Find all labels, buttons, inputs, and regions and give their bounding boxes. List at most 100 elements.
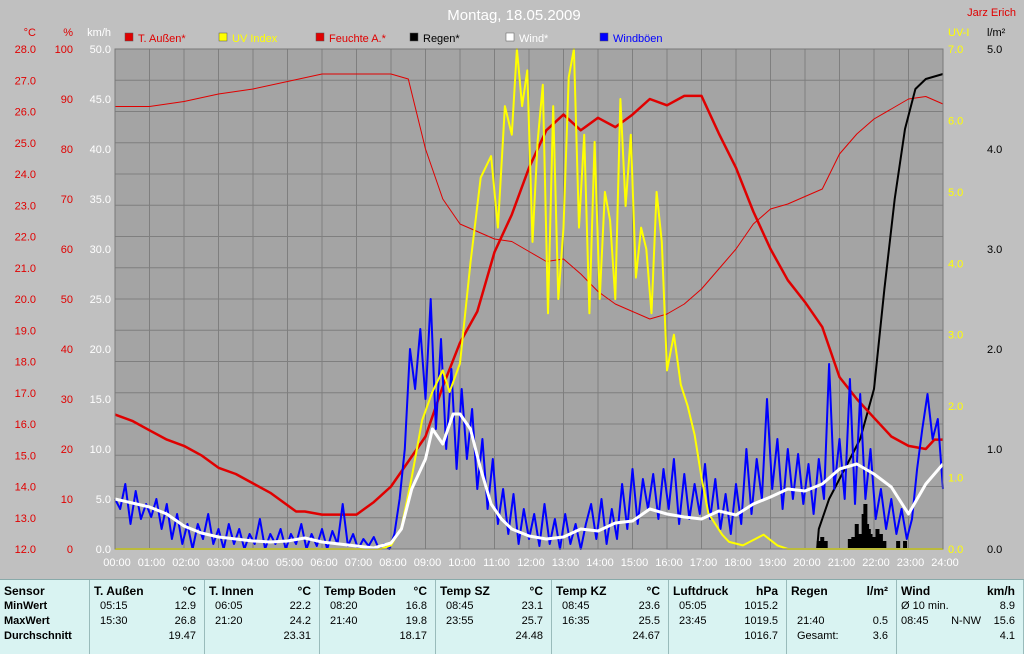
stats-header-unit: l/m² — [866, 584, 888, 598]
y-tick-label: 15.0 — [15, 450, 36, 462]
statistics-table: Sensor MinWert MaxWert Durchschnitt T. Außen… — [0, 579, 1024, 654]
stats-cell-value: 25.7 — [521, 615, 543, 627]
legend-label: Feuchte A.* — [329, 33, 387, 45]
stats-column: Temp KZ °C 08:45 23.6 16:35 25.5 24.67 — [552, 580, 669, 654]
y-tick-label: 7.0 — [948, 44, 963, 56]
author-label: Jarz Erich — [967, 7, 1016, 19]
stats-cell-value: 19.8 — [405, 615, 427, 627]
legend-label: UV Index — [232, 33, 278, 45]
stats-row: MaxWert — [4, 614, 85, 629]
stats-header-unit: °C — [182, 584, 196, 598]
stats-header: Wind km/h — [901, 583, 1019, 599]
y-tick-label: 3.0 — [948, 330, 963, 342]
y-tick-label: 2.0 — [987, 344, 1002, 356]
y-tick-label: 21.0 — [15, 263, 36, 275]
stats-row: 23:45 1019.5 — [673, 614, 782, 629]
stats-header-unit: °C — [646, 584, 660, 598]
stats-header-title: Temp SZ — [440, 584, 490, 598]
rain-bar — [868, 534, 873, 549]
x-tick-label: 15:00 — [621, 557, 649, 569]
stats-cell-label: 06:05 — [215, 600, 243, 612]
stats-row: 19.47 — [94, 629, 200, 644]
stats-row: 18.17 — [324, 629, 431, 644]
rain-bar — [872, 537, 876, 549]
stats-cell-label: MinWert — [4, 600, 48, 612]
stats-cell-value: 12.9 — [174, 600, 196, 612]
stats-cell-value: 24.67 — [632, 630, 660, 642]
series-line-uv-index — [115, 48, 943, 550]
y-tick-label: 90 — [61, 94, 73, 106]
stats-cell-value: 23.31 — [283, 630, 311, 642]
stats-header-unit: km/h — [986, 584, 1015, 598]
y-tick-label: 1.0 — [987, 444, 1002, 456]
x-tick-label: 11:00 — [483, 557, 510, 569]
stats-cell-value: 26.8 — [174, 615, 196, 627]
stats-cell-label: Ø 10 min. — [901, 600, 949, 612]
y-axis-label: km/h — [87, 27, 111, 39]
x-tick-label: 22:00 — [862, 557, 890, 569]
legend-swatch — [505, 32, 515, 42]
y-tick-label: 40 — [61, 344, 73, 356]
y-tick-label: 13.0 — [15, 513, 36, 525]
rain-bar — [878, 534, 883, 549]
x-tick-label: 14:00 — [586, 557, 614, 569]
stats-cell-direction: N-NW — [951, 615, 981, 627]
stats-cell-value: 24.48 — [515, 630, 543, 642]
stats-cell-value: 0.5 — [872, 615, 888, 627]
legend-label: Regen* — [423, 33, 460, 45]
stats-row: 23:55 25.7 — [440, 614, 547, 629]
rain-bar — [851, 537, 856, 549]
stats-header: Sensor — [4, 583, 85, 599]
weather-chart: 12.0 13.0 14.0 15.0 16.0 17.0 18.0 19.0 20.0 21.0… — [15, 7, 1016, 569]
x-tick-label: 19:00 — [759, 557, 787, 569]
y-tick-label: 100 — [55, 44, 73, 56]
plot-frame — [114, 48, 944, 550]
stats-cell-value: 23.6 — [638, 600, 660, 612]
x-tick-label: 09:00 — [414, 557, 442, 569]
y-tick-label: 4.0 — [948, 258, 963, 270]
rain-bar — [903, 541, 908, 549]
y-tick-label: 35.0 — [90, 194, 111, 206]
stats-cell-value: 1015.2 — [744, 600, 778, 612]
rain-bar — [858, 534, 863, 549]
legend-swatch — [315, 32, 325, 42]
stats-cell-label: 08:45 — [901, 615, 929, 627]
y-tick-label: 5.0 — [987, 44, 1002, 56]
stats-header-title: Sensor — [4, 584, 45, 598]
stats-row: 4.1 — [901, 629, 1019, 644]
legend-swatch — [124, 32, 134, 42]
stats-cell-label: 05:15 — [100, 600, 128, 612]
y-tick-label: 20.0 — [15, 294, 36, 306]
stats-row: MinWert — [4, 599, 85, 614]
stats-column: Sensor MinWert MaxWert Durchschnitt — [0, 580, 90, 654]
y-tick-label: 16.0 — [15, 419, 36, 431]
y-tick-label: 0.0 — [987, 544, 1002, 556]
x-tick-label: 00:00 — [103, 557, 131, 569]
y-tick-label: 26.0 — [15, 107, 36, 119]
y-tick-label: 40.0 — [90, 144, 111, 156]
y-tick-label: 15.0 — [90, 394, 111, 406]
y-tick-label: 20 — [61, 444, 73, 456]
stats-column: Temp SZ °C 08:45 23.1 23:55 25.7 24.48 — [436, 580, 552, 654]
y-tick-label: 70 — [61, 194, 73, 206]
stats-row: 1016.7 — [673, 629, 782, 644]
stats-row: Gesamt: 3.6 — [791, 629, 892, 644]
stats-cell-value: 1019.5 — [744, 615, 778, 627]
x-tick-label: 10:00 — [448, 557, 476, 569]
stats-cell-label: Durchschnitt — [4, 630, 72, 642]
stats-cell-label: 23:45 — [679, 615, 707, 627]
y-tick-label: 60 — [61, 244, 73, 256]
legend-swatch — [409, 32, 419, 42]
series-line-feuchte-a — [115, 73, 944, 320]
y-tick-label: 27.0 — [15, 75, 36, 87]
stats-cell-label: 21:20 — [215, 615, 243, 627]
stats-row: 08:45 23.6 — [556, 599, 664, 614]
stats-header-title: T. Innen — [209, 584, 254, 598]
x-tick-label: 05:00 — [276, 557, 304, 569]
x-tick-label: 16:00 — [655, 557, 683, 569]
stats-cell-value: 3.6 — [872, 630, 888, 642]
legend: T. Außen* UV Index Feuchte A.* Regen* Wind* W… — [124, 32, 663, 45]
series-line-wind — [114, 412, 945, 550]
stats-cell-label: 05:05 — [679, 600, 707, 612]
y-tick-label: 24.0 — [15, 169, 36, 181]
